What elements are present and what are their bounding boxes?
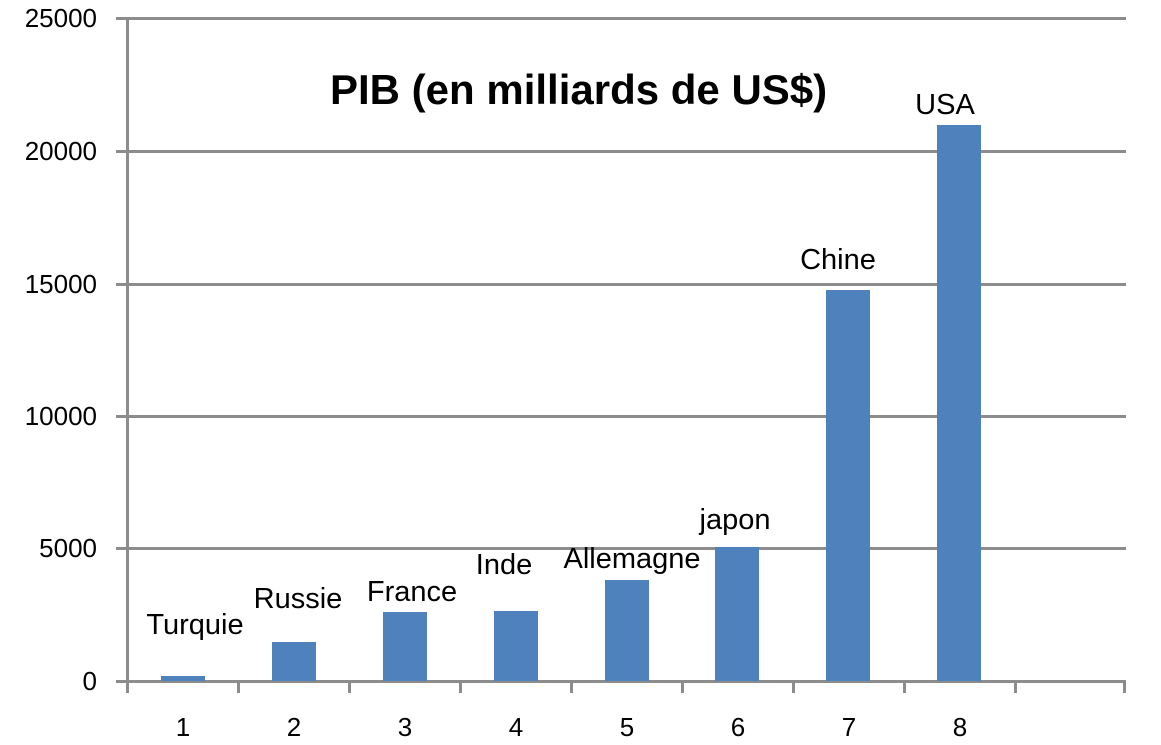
bar-inde (494, 611, 538, 681)
x-axis-line (116, 680, 1126, 683)
gridline (116, 150, 1126, 153)
x-tick-label: 6 (730, 712, 746, 742)
y-tick-label: 25000 (24, 3, 97, 33)
x-tick-label: 5 (619, 712, 635, 742)
x-tick-mark (570, 681, 573, 693)
x-tick-label: 4 (508, 712, 524, 742)
x-tick-mark (237, 681, 240, 693)
bar-label: USA (915, 89, 975, 121)
bar-label: Allemagne (563, 543, 701, 575)
x-tick-mark (681, 681, 684, 693)
x-tick-mark (1014, 681, 1017, 693)
bar-label: France (366, 576, 458, 608)
bar-chine (826, 290, 870, 681)
x-tick-label: 2 (286, 712, 302, 742)
chart-title: PIB (en milliards de US$) (330, 66, 828, 113)
x-tick-mark (459, 681, 462, 693)
bar-turquie (161, 676, 205, 681)
y-tick-label: 0 (82, 666, 97, 696)
bar-label: Inde (475, 549, 533, 581)
x-tick-mark (1123, 681, 1126, 693)
x-tick-mark (126, 681, 129, 693)
x-tick-label: 8 (952, 712, 968, 742)
x-tick-label: 1 (175, 712, 191, 742)
x-tick-label: 3 (397, 712, 413, 742)
bar-allemagne (605, 580, 649, 681)
gridline (116, 17, 1126, 20)
bar-label: Turquie (146, 609, 244, 641)
gridline (116, 547, 1126, 550)
x-tick-mark (348, 681, 351, 693)
bar-label: japon (699, 504, 771, 536)
bar-russie (272, 642, 316, 681)
x-tick-mark (903, 681, 906, 693)
y-tick-label: 5000 (39, 533, 97, 563)
gridline (116, 415, 1126, 418)
gridline (116, 283, 1126, 286)
y-axis-line (126, 18, 129, 684)
bar-label: Russie (253, 583, 343, 615)
bar-japon (715, 547, 759, 681)
x-tick-mark (792, 681, 795, 693)
x-tick-label: 7 (841, 712, 857, 742)
bar-usa (937, 125, 981, 681)
bar-france (383, 612, 427, 681)
y-tick-label: 10000 (24, 401, 97, 431)
y-tick-label: 20000 (24, 136, 97, 166)
y-tick-label: 15000 (24, 269, 97, 299)
bar-label: Chine (800, 244, 876, 276)
